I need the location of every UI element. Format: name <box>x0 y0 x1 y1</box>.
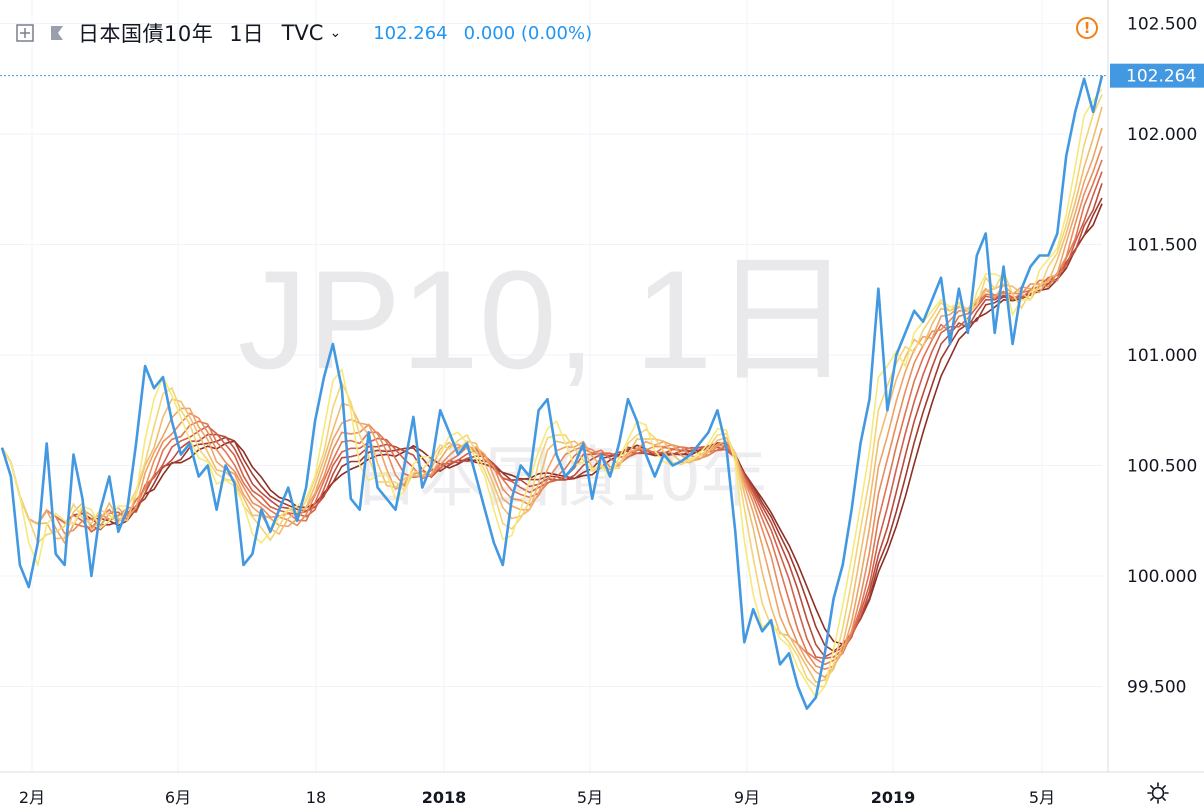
ma-line <box>1 171 1103 660</box>
watermark-symbol-interval: JP10, 1日 <box>238 241 853 398</box>
x-tick-label: 5月 <box>1029 788 1055 807</box>
change-value: 0.000 (0.00%) <box>463 22 593 44</box>
grid <box>0 0 1102 772</box>
y-tick-label: 102.500 <box>1127 15 1197 35</box>
source-dropdown[interactable]: TVC ⌄ <box>282 21 342 45</box>
quote-values: 102.264 0.000 (0.00%) <box>373 23 592 44</box>
last-price-label: 102.264 <box>1110 63 1204 88</box>
source-label: TVC <box>281 21 324 45</box>
symbol-title[interactable]: 日本国債10年 <box>78 22 214 46</box>
price-line <box>0 75 1104 710</box>
price-series <box>0 75 1104 710</box>
y-tick-label: 102.000 <box>1127 125 1197 145</box>
y-tick-label: 100.000 <box>1127 567 1197 587</box>
x-tick-label: 18 <box>306 788 326 807</box>
x-tick-label: 5月 <box>577 788 603 807</box>
expand-icon[interactable] <box>14 22 36 44</box>
price-axis[interactable]: 99.500 100.000 100.500 101.000 101.500 102.00… <box>1127 15 1197 698</box>
x-tick-label: 2月 <box>19 788 45 807</box>
settings-gear-icon[interactable] <box>1146 781 1170 805</box>
time-axis[interactable]: 2月 6月 18 2018 5月 9月 2019 5月 <box>19 788 1055 807</box>
x-tick-label: 2018 <box>422 788 467 807</box>
x-tick-label: 2019 <box>871 788 916 807</box>
last-price-label-text: 102.264 <box>1126 67 1196 87</box>
flag-icon[interactable] <box>46 22 68 44</box>
y-tick-label: 101.000 <box>1127 346 1197 366</box>
y-tick-label: 101.500 <box>1127 236 1197 256</box>
ma-line <box>1 197 1103 653</box>
x-tick-label: 9月 <box>734 788 760 807</box>
ma-line <box>1 159 1103 666</box>
last-price-value: 102.264 <box>373 22 448 44</box>
chevron-down-icon: ⌄ <box>329 25 342 41</box>
chart-legend-header: 日本国債10年 1日 TVC ⌄ 102.264 0.000 (0.00%) <box>14 16 592 50</box>
interval-label[interactable]: 1日 <box>229 22 264 46</box>
warning-icon[interactable]: ! <box>1076 17 1098 39</box>
y-tick-label: 100.500 <box>1127 457 1197 477</box>
y-tick-label: 99.500 <box>1127 678 1186 698</box>
ma-line <box>1 94 1103 688</box>
x-tick-label: 6月 <box>165 788 191 807</box>
